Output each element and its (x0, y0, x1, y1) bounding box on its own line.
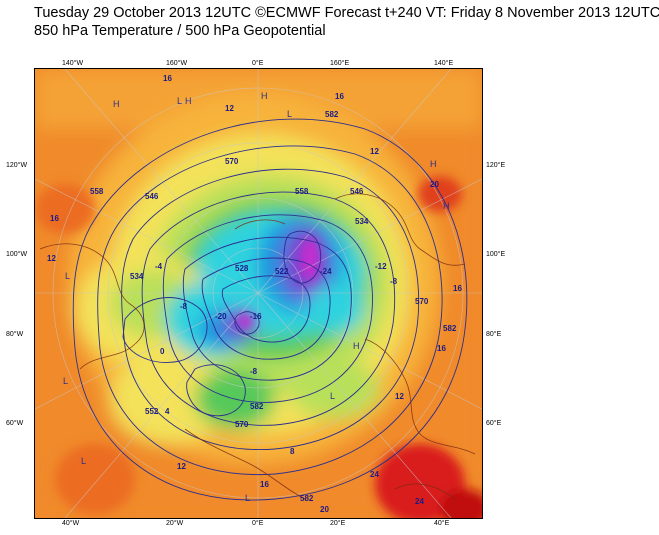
svg-text:L: L (245, 493, 250, 503)
svg-text:H: H (353, 341, 360, 351)
tick-top-140w: 140°W (62, 60, 84, 67)
svg-text:-4: -4 (155, 262, 163, 271)
svg-text:H: H (185, 96, 192, 106)
svg-text:16: 16 (50, 214, 59, 223)
tick-top-0e: 0°E (252, 60, 264, 67)
svg-text:24: 24 (415, 497, 424, 506)
svg-text:16: 16 (453, 284, 462, 293)
svg-text:570: 570 (415, 297, 429, 306)
tick-bottom-40w: 40°W (62, 520, 80, 527)
svg-text:L: L (330, 391, 335, 401)
svg-text:-12: -12 (375, 262, 387, 271)
svg-text:L: L (63, 376, 68, 386)
svg-text:-16: -16 (250, 312, 262, 321)
svg-text:546: 546 (145, 192, 159, 201)
svg-text:522: 522 (275, 267, 289, 276)
svg-text:16: 16 (335, 92, 344, 101)
coastlines (39, 193, 476, 500)
svg-text:546: 546 (350, 187, 364, 196)
tick-right-60e: 60°E (486, 420, 502, 427)
svg-text:16: 16 (437, 344, 446, 353)
svg-text:L: L (65, 271, 70, 281)
svg-text:20: 20 (320, 505, 329, 514)
tick-right-80e: 80°E (486, 331, 502, 338)
svg-text:8: 8 (290, 447, 295, 456)
svg-text:558: 558 (90, 187, 104, 196)
svg-text:4: 4 (165, 407, 170, 416)
svg-text:12: 12 (395, 392, 404, 401)
tick-left-100w: 100°W (6, 251, 28, 258)
svg-text:H: H (430, 159, 437, 169)
svg-text:H: H (113, 99, 120, 109)
tick-top-140e: 140°E (434, 60, 454, 67)
svg-text:H: H (443, 201, 450, 211)
tick-bottom-0e: 0°E (252, 520, 264, 527)
svg-text:534: 534 (130, 272, 144, 281)
svg-text:570: 570 (235, 420, 249, 429)
tick-bottom-40e: 40°E (434, 520, 450, 527)
svg-text:582: 582 (250, 402, 264, 411)
map-subtitle: 850 hPa Temperature / 500 hPa Geopotenti… (34, 23, 326, 39)
svg-text:534: 534 (355, 217, 369, 226)
svg-text:12: 12 (47, 254, 56, 263)
geopotential-contours (72, 118, 468, 501)
tick-right-120e: 120°E (486, 162, 506, 169)
svg-text:-20: -20 (215, 312, 227, 321)
svg-text:24: 24 (370, 470, 379, 479)
svg-text:582: 582 (300, 494, 314, 503)
warm-anomalies (35, 176, 482, 518)
svg-text:-8: -8 (390, 277, 398, 286)
svg-text:0: 0 (160, 347, 165, 356)
svg-text:20: 20 (430, 180, 439, 189)
pressure-markers: H L H H L H H L L L L H L (63, 91, 450, 503)
svg-text:L: L (287, 109, 292, 119)
tick-bottom-20w: 20°W (166, 520, 184, 527)
tick-left-60w: 60°W (6, 420, 24, 427)
cold-core (237, 237, 320, 328)
map-canvas: 16 12 16 582 12 20 570 558 546 534 546 5… (35, 69, 482, 518)
svg-text:L: L (177, 96, 182, 106)
svg-text:570: 570 (225, 157, 239, 166)
tick-left-120w: 120°W (6, 162, 28, 169)
tick-top-160e: 160°E (330, 60, 350, 67)
svg-text:552: 552 (145, 407, 159, 416)
svg-text:16: 16 (260, 480, 269, 489)
tick-bottom-20e: 20°E (330, 520, 346, 527)
svg-text:-8: -8 (180, 302, 188, 311)
tick-top-160w: 160°W (166, 60, 188, 67)
contour-label-layer: 16 12 16 582 12 20 570 558 546 534 546 5… (47, 74, 462, 514)
svg-text:-8: -8 (250, 367, 258, 376)
svg-text:16: 16 (163, 74, 172, 83)
svg-text:558: 558 (295, 187, 309, 196)
graticule (35, 69, 482, 518)
svg-text:12: 12 (225, 104, 234, 113)
tick-left-80w: 80°W (6, 331, 24, 338)
svg-text:12: 12 (370, 147, 379, 156)
svg-text:-24: -24 (320, 267, 332, 276)
svg-text:582: 582 (325, 110, 339, 119)
svg-text:H: H (261, 91, 268, 101)
svg-text:528: 528 (235, 264, 249, 273)
forecast-map[interactable]: 16 12 16 582 12 20 570 558 546 534 546 5… (34, 68, 483, 519)
svg-text:12: 12 (177, 462, 186, 471)
tick-right-100e: 100°E (486, 251, 506, 258)
svg-text:582: 582 (443, 324, 457, 333)
svg-text:L: L (81, 456, 86, 466)
map-title: Tuesday 29 October 2013 12UTC ©ECMWF For… (34, 5, 659, 21)
